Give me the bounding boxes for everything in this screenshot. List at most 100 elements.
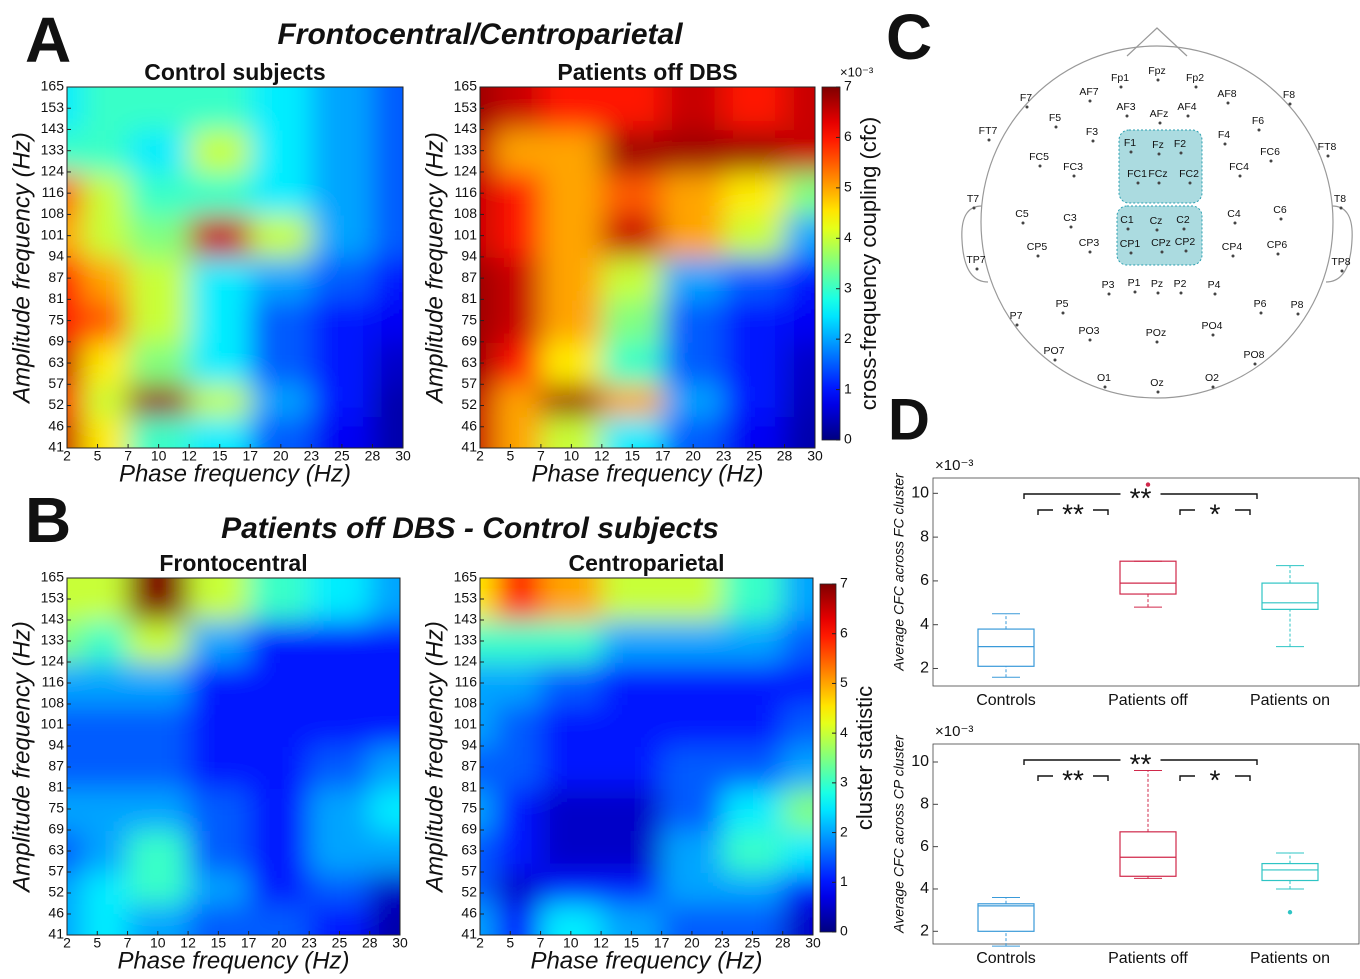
y-tick-label: 52 — [461, 396, 477, 412]
y-tick-label: 46 — [461, 417, 477, 433]
y-tick-label: 87 — [461, 269, 477, 285]
heatmap-cell — [540, 171, 603, 216]
heatmap-cell — [722, 872, 784, 905]
heatmap-cell — [495, 384, 542, 418]
x-tick-label: 15 — [624, 935, 640, 951]
y-tick-label: 153 — [41, 99, 65, 115]
y-tick-label: 75 — [461, 311, 477, 327]
heatmap-cell — [495, 704, 542, 747]
x-tick-label: 30 — [805, 935, 821, 951]
heatmap-cell — [309, 620, 371, 663]
heatmap-cell — [128, 299, 191, 343]
heatmap-cell — [311, 384, 374, 418]
electrode-dot — [1259, 311, 1263, 315]
heatmap-cell — [188, 746, 250, 789]
electrode-dot — [1158, 121, 1162, 125]
heatmap-cell — [495, 620, 542, 663]
y-tick-label: 81 — [48, 290, 64, 306]
heatmap-cell — [82, 788, 129, 831]
chart-title: Control subjects — [144, 59, 325, 85]
heatmap-cell — [480, 662, 497, 705]
heading: Frontocentral/Centroparietal — [277, 18, 683, 51]
y-tick-label: 153 — [41, 590, 65, 606]
y-tick-label: 124 — [41, 653, 65, 669]
heatmap-cell — [540, 872, 603, 905]
flier — [1287, 910, 1293, 915]
electrode-dot — [1156, 78, 1160, 82]
electrode-label: CP3 — [1079, 237, 1100, 249]
electrode-label: C5 — [1015, 208, 1029, 220]
x-tick-label: 5 — [506, 935, 514, 951]
y-tick-label: 46 — [461, 905, 477, 921]
heatmap-cell — [480, 299, 497, 343]
heatmap-cells — [480, 578, 813, 935]
x-tick-label: 7 — [537, 935, 545, 951]
electrode-dot — [1339, 206, 1343, 210]
x-tick-label: 25 — [334, 448, 350, 464]
y-tick-label: 133 — [41, 632, 65, 648]
y-tick-label: 57 — [48, 375, 64, 391]
heatmap-cell — [480, 171, 497, 216]
x-tick-label: 17 — [654, 935, 670, 951]
heatmap-cell — [540, 416, 603, 448]
x-tick-label: 5 — [94, 448, 102, 464]
heatmap-cell — [480, 788, 497, 831]
heatmap-cell — [601, 830, 663, 873]
electrode-label: Fp2 — [1186, 72, 1204, 84]
x-tick-label: 2 — [476, 448, 484, 464]
heatmap-cell — [480, 129, 497, 173]
electrode-label: P7 — [1010, 310, 1023, 322]
electrode-label: C2 — [1176, 214, 1190, 226]
x-tick-label: 7 — [537, 448, 545, 464]
heatmap-cell — [662, 384, 725, 418]
heatmap-cell — [309, 662, 371, 705]
chart-title: Patients off DBS — [557, 59, 737, 85]
electrode-label: P8 — [1291, 299, 1304, 311]
y-tick-label: 69 — [461, 821, 477, 837]
heatmap-cell — [540, 87, 603, 131]
plot-frame — [479, 86, 816, 449]
heatmap-cell — [82, 341, 130, 386]
y-tick-label: 101 — [41, 226, 65, 242]
colorbar-tick-label: 2 — [840, 823, 848, 839]
heatmap-cell — [372, 214, 403, 258]
electrode-label: F5 — [1049, 112, 1061, 124]
heatmap-cell — [540, 578, 603, 621]
chart-title: Frontocentral — [159, 550, 307, 576]
heatmap-cell — [248, 746, 311, 789]
heatmap-cell — [309, 903, 371, 935]
heatmap-cell — [309, 830, 371, 873]
heatmap-cell — [189, 214, 252, 258]
heatmap-cell — [495, 87, 542, 131]
y-tick-label: 4 — [920, 616, 929, 633]
heatmap-cell — [661, 788, 724, 831]
heatmap-cell — [188, 788, 250, 831]
x-tick-label: 17 — [655, 448, 671, 464]
y-tick-label: 41 — [461, 926, 477, 942]
colorbar-tick-label: 7 — [840, 575, 848, 591]
heatmap-cell — [480, 704, 497, 747]
heatmap-cell — [311, 341, 374, 386]
heatmap-cell — [601, 903, 663, 935]
cp-cluster — [1116, 205, 1203, 266]
heatmap-cell — [784, 256, 815, 301]
heatmap-cell — [250, 129, 313, 173]
electrode-label: FC3 — [1063, 161, 1083, 173]
heatmap-cell — [784, 384, 815, 418]
y-tick-label: 94 — [48, 737, 64, 753]
heatmap-cell — [495, 171, 542, 216]
y-tick-label: 94 — [48, 248, 64, 264]
heatmap-cell — [723, 341, 786, 386]
x-axis-title: Phase frequency (Hz) — [119, 460, 351, 487]
colorbar-tick-label: 0 — [844, 431, 852, 447]
heatmap-cell — [661, 830, 724, 873]
heatmap-cell — [250, 299, 313, 343]
significance-label: ** — [1130, 482, 1152, 513]
heatmap-cell — [662, 129, 725, 173]
y-tick-label: 81 — [461, 779, 477, 795]
significance-label: * — [1210, 498, 1221, 529]
heatmap-cell — [480, 746, 497, 789]
y-tick-label: 101 — [454, 716, 478, 732]
electrode-dot — [1129, 150, 1133, 154]
colorbar — [819, 583, 837, 933]
